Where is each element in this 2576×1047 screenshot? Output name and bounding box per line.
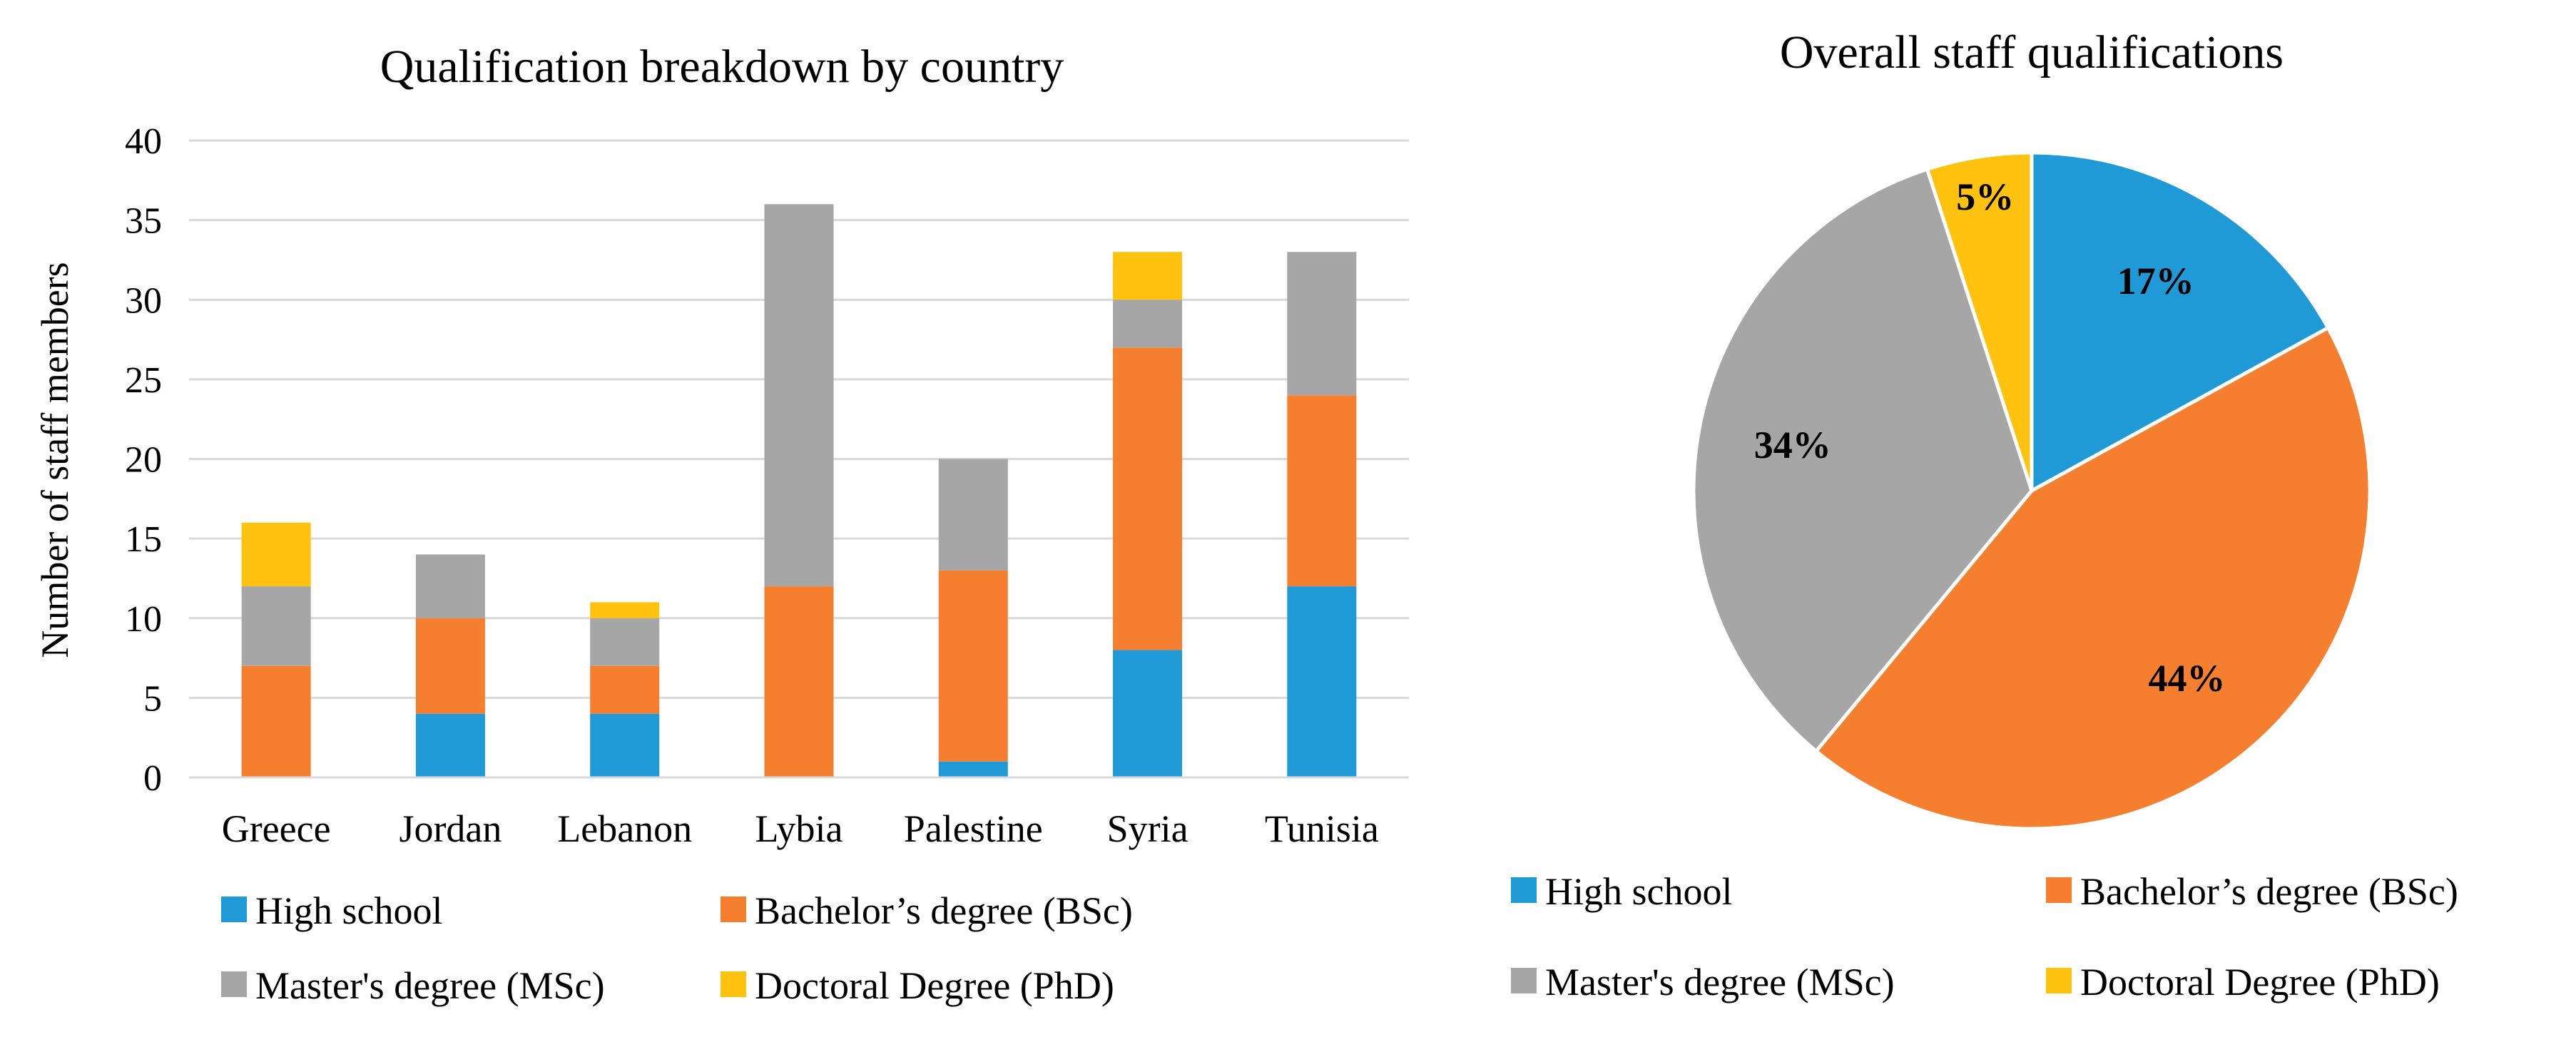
bar-chart: Qualification breakdown by country Numbe…: [34, 41, 1409, 1007]
legend-swatch: [1511, 877, 1537, 903]
bar-segment: [1287, 586, 1357, 777]
legend-label: Master's degree (MSc): [1545, 961, 1895, 1003]
legend-label: Doctoral Degree (PhD): [755, 964, 1114, 1007]
bar-segment: [241, 522, 311, 587]
bar-segment: [415, 618, 485, 714]
y-tick-label: 20: [125, 440, 162, 481]
y-tick-label: 30: [125, 280, 162, 321]
bar-y-tick-labels: 0 5 10 15 20 25 30 35 40: [125, 121, 162, 799]
y-tick-label: 10: [125, 599, 162, 640]
pie-chart: Overall staff qualifications 17% 44% 34% 5%…: [1511, 26, 2458, 1003]
x-tick-label: Palestine: [904, 807, 1043, 850]
legend-swatch: [2046, 877, 2072, 903]
x-tick-label: Tunisia: [1265, 807, 1379, 850]
bar-segment: [1287, 252, 1357, 396]
bar-segment: [938, 570, 1008, 762]
bar-stacks: [241, 204, 1357, 777]
bar-segment: [415, 554, 485, 618]
bar-segment: [1287, 395, 1357, 587]
bar-segment: [415, 713, 485, 777]
pie-data-labels: 17% 44% 34% 5%: [1754, 175, 2226, 700]
pie-data-label: 44%: [2149, 657, 2226, 700]
legend-label: Doctoral Degree (PhD): [2080, 961, 2440, 1003]
bar-segment: [764, 586, 834, 777]
y-tick-label: 25: [125, 360, 162, 401]
legend-label: Master's degree (MSc): [255, 964, 605, 1007]
pie-slice: [1691, 167, 2034, 754]
bar-legend: High school Bachelor’s degree (BSc) Master…: [221, 889, 1133, 1007]
y-tick-label: 15: [125, 519, 162, 560]
pie-data-label: 17%: [2117, 260, 2194, 302]
bar-segment: [938, 459, 1008, 571]
y-tick-label: 5: [143, 678, 162, 719]
bar-segment: [590, 713, 660, 777]
bar-category-labels: Greece Jordan Lebanon Lybia Palestine Syria Tu…: [222, 807, 1379, 850]
y-tick-label: 40: [125, 121, 162, 162]
legend-swatch: [1511, 968, 1537, 994]
y-tick-label: 35: [125, 201, 162, 242]
legend-swatch: [2046, 968, 2072, 994]
bar-segment: [241, 665, 311, 777]
legend-label: High school: [255, 889, 443, 932]
bar-segment: [938, 761, 1008, 777]
legend-swatch: [721, 971, 746, 997]
x-tick-label: Lebanon: [557, 807, 692, 850]
legend-label: High school: [1545, 870, 1733, 913]
pie-chart-title: Overall staff qualifications: [1780, 26, 2284, 78]
bar-segment: [1113, 300, 1183, 348]
bar-segment: [1113, 252, 1183, 300]
pie-slice: [2030, 150, 2331, 494]
bar-chart-title: Qualification breakdown by country: [380, 41, 1064, 93]
bar-segment: [241, 586, 311, 666]
bar-segment: [590, 602, 660, 618]
pie-data-label: 5%: [1956, 175, 2014, 218]
pie-slices: [1691, 150, 2372, 831]
bar-segment: [1113, 347, 1183, 650]
x-tick-label: Syria: [1107, 807, 1188, 850]
bar-segment: [590, 618, 660, 666]
legend-swatch: [221, 897, 247, 922]
pie-data-label: 34%: [1754, 424, 1831, 466]
y-tick-label: 0: [143, 758, 162, 799]
legend-label: Bachelor’s degree (BSc): [755, 889, 1133, 932]
legend-swatch: [221, 971, 247, 997]
bar-segment: [1113, 650, 1183, 777]
bar-segment: [764, 204, 834, 587]
x-tick-label: Jordan: [399, 807, 502, 850]
pie-legend: High school Bachelor’s degree (BSc) Master…: [1511, 870, 2458, 1003]
bar-segment: [590, 665, 660, 714]
bar-chart-ylabel: Number of staff members: [34, 262, 76, 658]
x-tick-label: Lybia: [755, 807, 843, 850]
legend-label: Bachelor’s degree (BSc): [2080, 870, 2458, 913]
pie-slice: [1813, 325, 2372, 831]
x-tick-label: Greece: [222, 807, 331, 850]
pie-slice: [1925, 150, 2034, 491]
legend-swatch: [721, 897, 746, 922]
